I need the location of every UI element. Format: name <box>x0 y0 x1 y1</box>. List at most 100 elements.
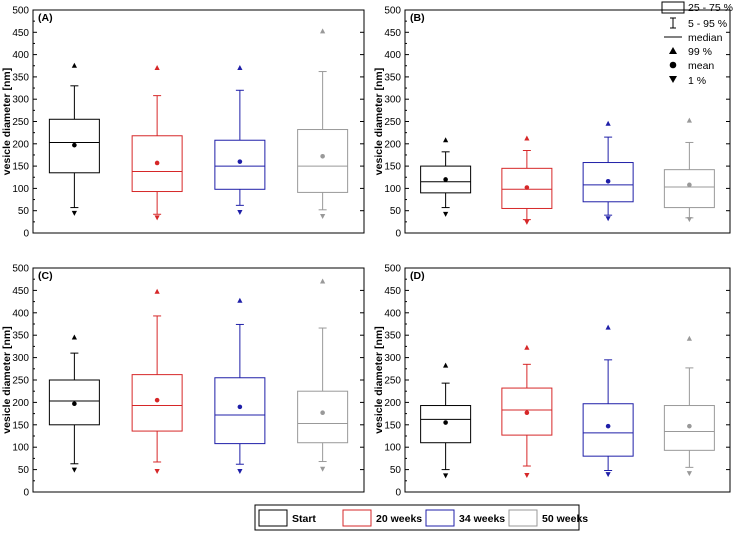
legend-swatch-1 <box>258 509 288 527</box>
panel-2: 0 50 100 150 200 250 300 350 400 450 500 vesicle di… <box>373 6 731 240</box>
legend-label-4: 50 weeks <box>542 513 588 525</box>
y-tick-label: 0 <box>23 229 29 240</box>
plot-frame <box>404 9 731 234</box>
y-tick-label: 400 <box>384 308 401 319</box>
mean-marker <box>443 177 448 182</box>
p99-marker <box>71 334 77 340</box>
iqr-box <box>297 129 349 193</box>
y-tick-label: 200 <box>384 139 401 150</box>
y-tick-label: 0 <box>23 488 29 499</box>
box-start <box>48 334 100 473</box>
iqr-box <box>663 169 715 209</box>
key-box-label: 25 - 75 % <box>688 2 733 14</box>
box-50-weeks <box>297 278 349 472</box>
y-axis-label: vesicle diameter [nm] <box>1 68 13 175</box>
mean-marker <box>154 397 160 403</box>
mean-marker <box>237 404 243 410</box>
y-tick-label: 50 <box>390 465 402 476</box>
box-50-weeks <box>663 335 715 477</box>
iqr-box <box>582 162 634 203</box>
box-20-weeks <box>131 288 183 474</box>
iqr-box <box>48 118 100 174</box>
p99-marker <box>524 135 530 141</box>
p1-marker <box>237 468 243 474</box>
y-tick-label: 50 <box>390 206 402 217</box>
mean-marker <box>237 159 243 164</box>
y-tick-label: 150 <box>384 162 401 173</box>
y-tick-label: 300 <box>384 353 401 364</box>
y-tick-label: 350 <box>12 331 29 342</box>
p1-marker <box>605 216 611 222</box>
y-tick-label: 300 <box>12 95 29 106</box>
y-tick-label: 100 <box>384 184 401 195</box>
key-mean-label: mean <box>688 60 714 72</box>
p99-marker <box>154 288 160 294</box>
y-tick-label: 250 <box>12 376 29 387</box>
y-tick-label: 100 <box>384 443 401 454</box>
p1-marker <box>154 468 160 474</box>
p99-marker <box>443 362 449 368</box>
iqr-box <box>48 379 100 426</box>
y-tick-label: 0 <box>395 488 401 499</box>
box-50-weeks <box>297 28 349 220</box>
box-34-weeks <box>582 120 634 222</box>
iqr-box <box>420 165 472 194</box>
key-mean-marker <box>669 61 677 69</box>
p1-marker <box>443 211 449 217</box>
key-p99-marker <box>669 47 677 54</box>
y-tick-label: 500 <box>12 264 29 275</box>
p1-marker <box>686 217 692 223</box>
y-tick-label: 350 <box>384 331 401 342</box>
y-tick-label: 250 <box>12 117 29 128</box>
legend-swatch-3 <box>425 509 455 527</box>
symbol-key: 25 - 75 % 5 - 95 % median 99 % mean 1 % <box>661 1 733 87</box>
key-p1-marker <box>669 76 677 83</box>
y-tick-label: 150 <box>384 420 401 431</box>
iqr-box <box>297 390 349 444</box>
box-34-weeks <box>214 297 266 474</box>
y-tick-label: 400 <box>12 50 29 61</box>
legend-swatch-4 <box>508 509 538 527</box>
p1-marker <box>237 210 243 216</box>
mean-marker <box>320 410 325 416</box>
mean-marker <box>72 401 77 407</box>
box-34-weeks <box>214 64 266 216</box>
p99-marker <box>237 64 243 70</box>
y-tick-label: 300 <box>12 353 29 364</box>
y-tick-label: 450 <box>12 28 29 39</box>
y-tick-label: 250 <box>384 376 401 387</box>
p1-marker <box>154 215 160 221</box>
legend-label-2: 20 weeks <box>376 513 422 525</box>
p1-marker <box>320 466 326 472</box>
series-legend: Start 20 weeks 34 weeks 50 weeks <box>254 504 588 531</box>
y-tick-label: 100 <box>12 184 29 195</box>
y-tick-label: 400 <box>12 308 29 319</box>
box-start <box>48 62 100 216</box>
panel-1: 0 50 100 150 200 250 300 350 400 450 500 vesicle di… <box>1 6 365 240</box>
y-tick-label: 450 <box>12 286 29 297</box>
y-tick-label: 200 <box>12 398 29 409</box>
iqr-box <box>420 405 472 444</box>
key-p99-label: 99 % <box>688 46 712 58</box>
p99-marker <box>524 344 530 350</box>
box-50-weeks <box>663 117 715 223</box>
legend-label-1: Start <box>292 513 316 525</box>
p99-marker <box>443 137 449 143</box>
key-whisker-label: 5 - 95 % <box>688 18 727 30</box>
y-tick-label: 150 <box>12 162 29 173</box>
p99-marker <box>686 117 692 123</box>
mean-marker <box>320 153 325 159</box>
mean-marker <box>524 185 530 190</box>
y-tick-label: 450 <box>384 286 401 297</box>
box-start <box>420 362 472 479</box>
y-tick-label: 50 <box>18 206 30 217</box>
y-tick-label: 200 <box>384 398 401 409</box>
mean-marker <box>524 410 530 416</box>
key-box-swatch <box>661 1 685 14</box>
y-tick-label: 500 <box>384 6 401 17</box>
mean-marker <box>443 420 448 425</box>
panel-4: 0 50 100 150 200 250 300 350 400 450 500 vesicle di… <box>373 264 731 499</box>
plot-frame <box>404 267 731 493</box>
